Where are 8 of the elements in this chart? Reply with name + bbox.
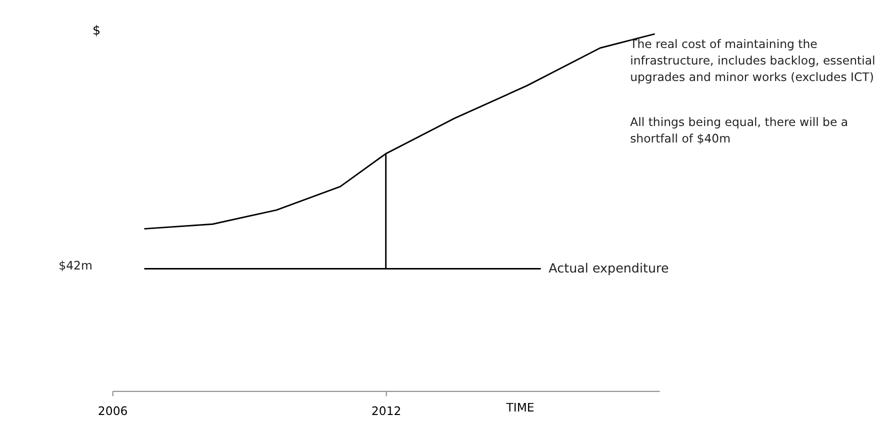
text: $42m: [58, 258, 92, 273]
annotation: All things being equal, there will be a shortfall of $40m: [630, 115, 848, 146]
x-tick-label: 2006: [98, 404, 128, 418]
x-tick-label: 2012: [371, 404, 402, 418]
y-axis-title: $: [92, 22, 101, 38]
annotation: The real cost of maintaining the infrastructure, includes backlog, essential upgrades and minor works (excludes ICT): [629, 36, 876, 84]
series-label: Actual expenditure: [548, 260, 669, 276]
x-axis-title: TIME: [505, 400, 534, 414]
